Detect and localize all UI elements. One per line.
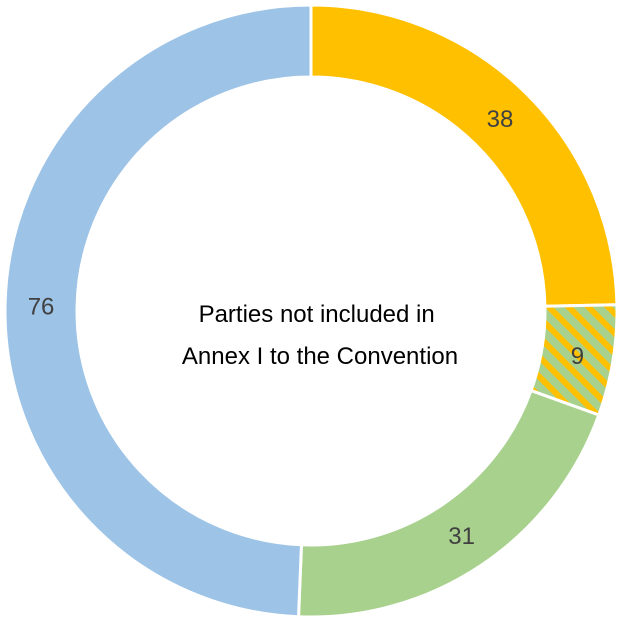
donut-slice-31 [297, 388, 601, 617]
slice-label-76: 76 [28, 293, 55, 320]
slice-labels: 38 9 31 76 [28, 106, 584, 550]
donut-slice-76 [3, 3, 313, 617]
slice-label-31: 31 [448, 523, 475, 550]
donut-slices [3, 3, 617, 617]
slice-label-38: 38 [487, 106, 514, 133]
slice-label-9: 9 [571, 343, 584, 370]
center-label-line-1: Parties not included in [199, 301, 435, 328]
center-label: Parties not included in Annex I to the C… [182, 301, 458, 370]
donut-slice-38 [309, 3, 617, 308]
center-label-line-2: Annex I to the Convention [182, 343, 458, 370]
